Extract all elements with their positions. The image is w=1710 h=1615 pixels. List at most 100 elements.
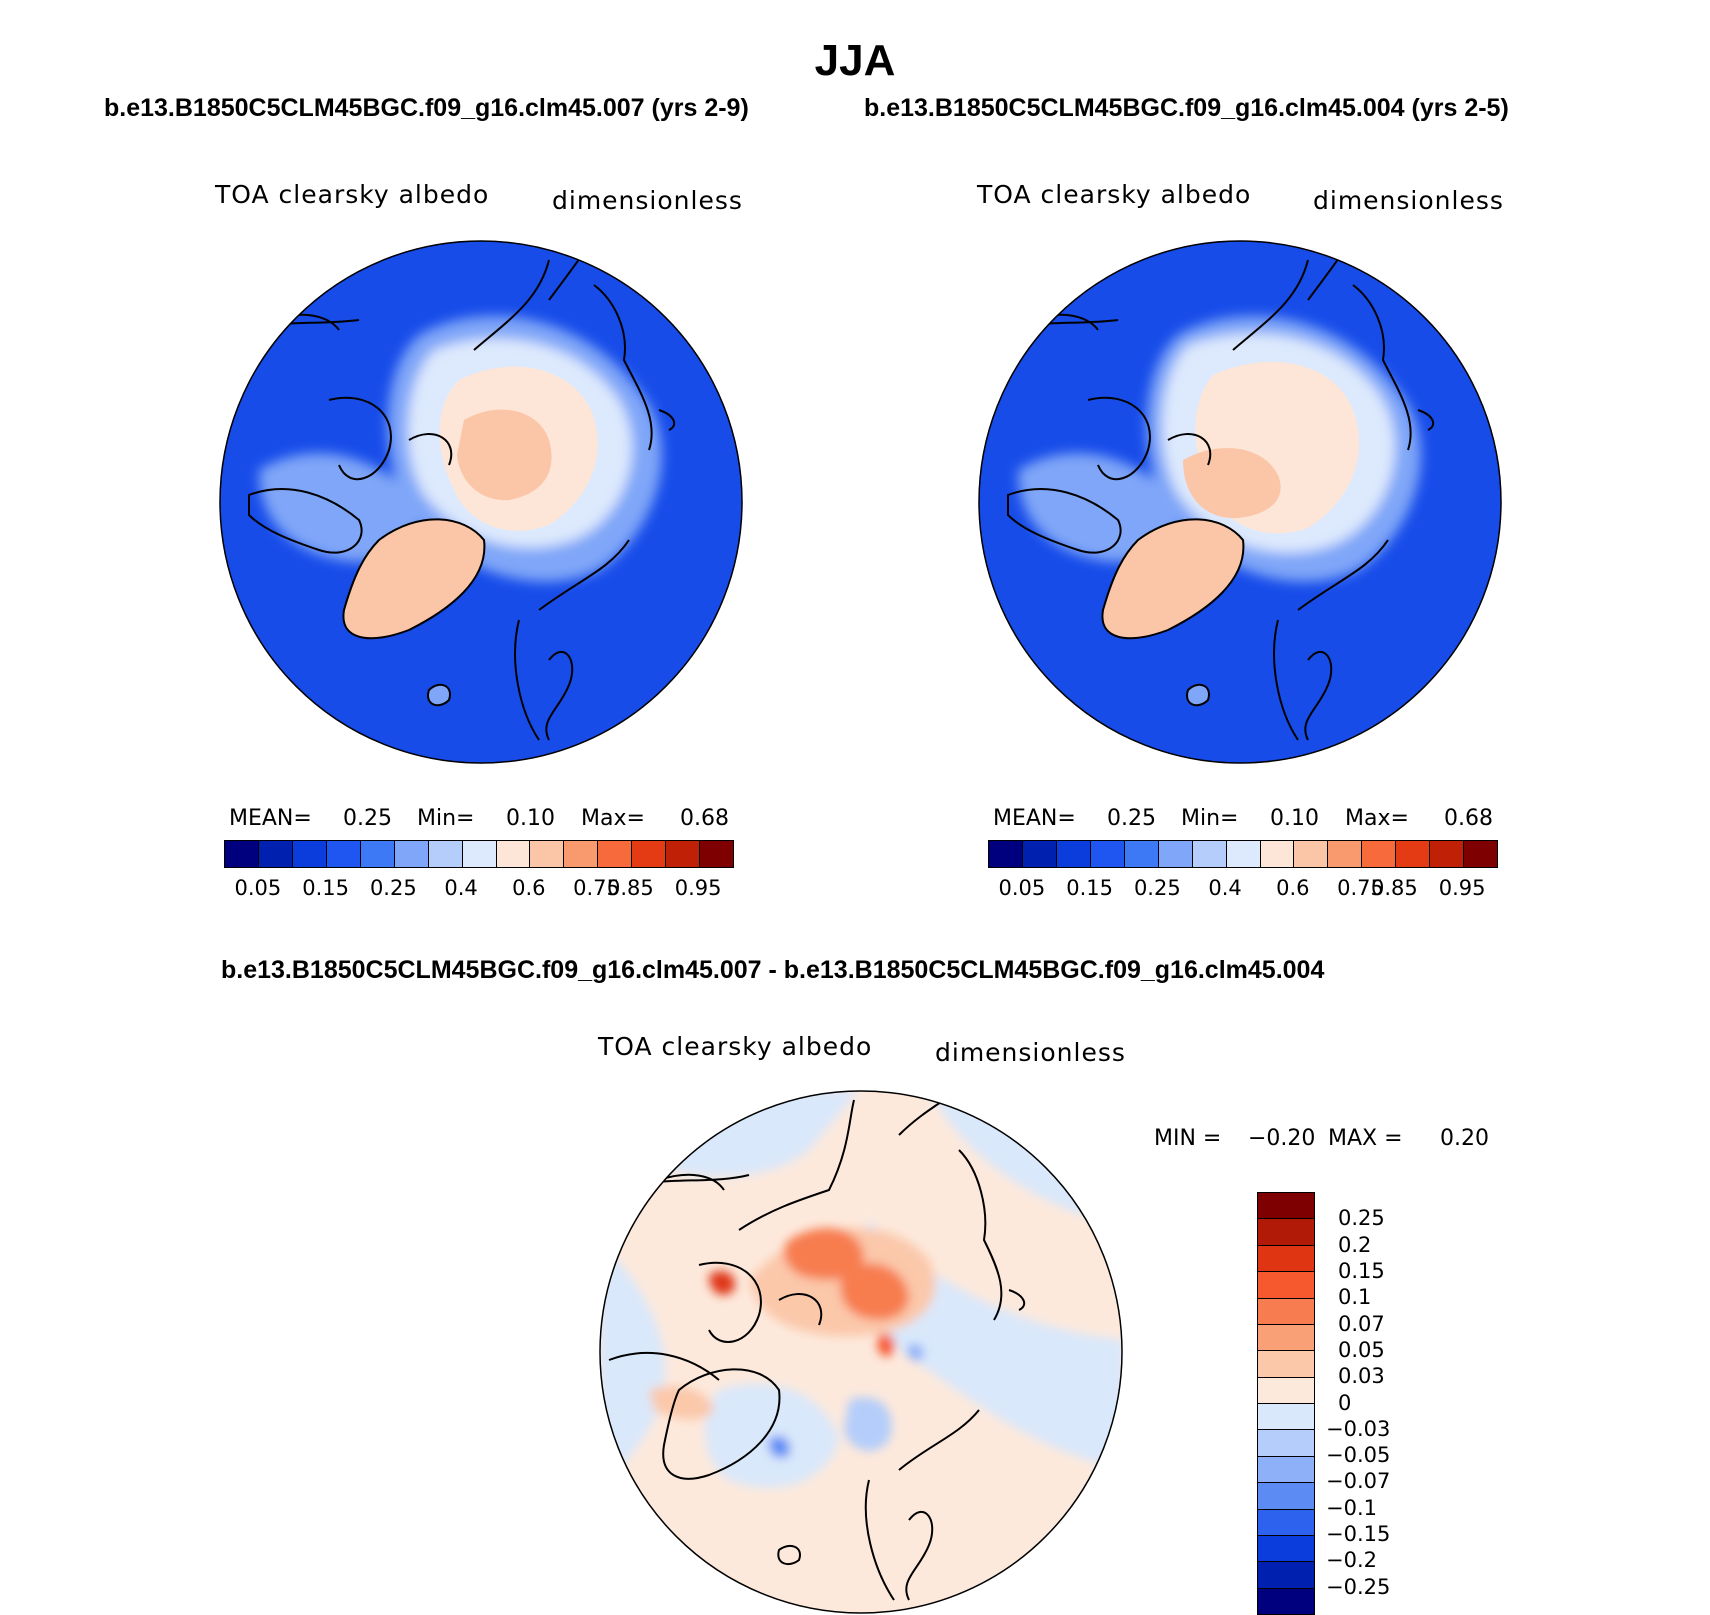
right-mean-value: 0.25 <box>1107 806 1156 831</box>
colorbar-swatch <box>1258 1298 1314 1325</box>
diff-max-value: 0.20 <box>1440 1126 1489 1151</box>
colorbar-tick-label: 0 <box>1338 1390 1352 1415</box>
colorbar-swatch <box>258 841 293 867</box>
colorbar-tick-label: 0.15 <box>302 876 349 900</box>
colorbar-swatch <box>428 841 463 867</box>
colorbar-tick-label: 0.03 <box>1338 1364 1385 1389</box>
colorbar-swatch <box>1258 1272 1314 1299</box>
colorbar-tick-label: 0.75 <box>1337 876 1384 900</box>
colorbar-swatch <box>1258 1535 1314 1563</box>
colorbar-swatch <box>1396 841 1431 867</box>
diff-max-label: MAX = <box>1328 1126 1403 1151</box>
right-min-label: Min= <box>1181 806 1239 831</box>
left-units-label: dimensionless <box>552 186 743 215</box>
colorbar-swatch <box>1464 841 1498 867</box>
left-mean-label: MEAN= <box>229 806 312 831</box>
left-min-value: 0.10 <box>506 806 555 831</box>
colorbar-tick-label: −0.07 <box>1326 1469 1391 1494</box>
colorbar-tick-label: 0.05 <box>234 876 282 900</box>
figure-title: JJA <box>814 36 896 85</box>
colorbar-tick-label: 0.85 <box>1371 876 1418 900</box>
left-colorbar-ticks: 0.05 0.15 0.25 0.4 0.6 0.75 0.85 0.95 <box>224 876 732 904</box>
diff-min-label: MIN = <box>1154 1126 1222 1151</box>
colorbar-swatch <box>360 841 395 867</box>
left-polar-map <box>219 240 743 764</box>
colorbar-swatch <box>598 841 633 867</box>
colorbar-tick-label: 0.95 <box>1438 876 1486 900</box>
colorbar-swatch <box>1192 841 1227 867</box>
left-mean-value: 0.25 <box>343 806 392 831</box>
left-max-value: 0.68 <box>680 806 729 831</box>
colorbar-swatch <box>1258 1245 1314 1273</box>
colorbar-tick-label: 0.4 <box>444 876 478 900</box>
colorbar-swatch <box>1158 841 1193 867</box>
colorbar-tick-label: 0.1 <box>1338 1285 1372 1310</box>
right-units-label: dimensionless <box>1313 186 1504 215</box>
right-colorbar <box>988 840 1498 868</box>
right-max-value: 0.68 <box>1444 806 1493 831</box>
colorbar-tick-label: 0.25 <box>1338 1206 1385 1231</box>
colorbar-swatch <box>666 841 701 867</box>
colorbar-tick-label: 0.05 <box>1338 1337 1385 1362</box>
colorbar-swatch <box>1258 1456 1314 1484</box>
colorbar-swatch <box>1294 841 1329 867</box>
colorbar-tick-label: 0.25 <box>1133 876 1181 900</box>
colorbar-swatch <box>1258 1562 1314 1589</box>
colorbar-tick-label: 0.4 <box>1208 876 1242 900</box>
right-colorbar-ticks: 0.05 0.15 0.25 0.4 0.6 0.75 0.85 0.95 <box>988 876 1496 904</box>
diff-title: b.e13.B1850C5CLM45BGC.f09_g16.clm45.007 … <box>221 956 1325 984</box>
left-variable-label: TOA clearsky albedo <box>215 180 490 209</box>
colorbar-swatch <box>632 841 667 867</box>
colorbar-swatch <box>1362 841 1397 867</box>
colorbar-tick-label: 0.25 <box>369 876 417 900</box>
colorbar-swatch <box>1258 1193 1314 1220</box>
colorbar-tick-label: 0.95 <box>674 876 722 900</box>
colorbar-swatch <box>462 841 497 867</box>
colorbar-tick-label: 0.15 <box>1338 1258 1385 1283</box>
colorbar-swatch <box>326 841 361 867</box>
left-max-label: Max= <box>581 806 645 831</box>
right-variable-label: TOA clearsky albedo <box>977 180 1252 209</box>
diff-colorbar <box>1257 1192 1315 1615</box>
right-mean-label: MEAN= <box>993 806 1076 831</box>
colorbar-tick-label: −0.15 <box>1326 1522 1391 1547</box>
colorbar-swatch <box>564 841 599 867</box>
run-a-title: b.e13.B1850C5CLM45BGC.f09_g16.clm45.007 … <box>104 94 749 122</box>
diff-variable-label: TOA clearsky albedo <box>598 1032 873 1061</box>
left-colorbar <box>224 840 734 868</box>
colorbar-swatch <box>1258 1324 1314 1352</box>
diff-polar-map <box>599 1090 1123 1614</box>
colorbar-tick-label: −0.1 <box>1326 1495 1377 1520</box>
colorbar-swatch <box>1258 1509 1314 1536</box>
colorbar-swatch <box>292 841 327 867</box>
colorbar-swatch <box>1022 841 1057 867</box>
colorbar-swatch <box>1258 1404 1314 1431</box>
colorbar-swatch <box>1258 1483 1314 1510</box>
right-polar-map <box>978 240 1502 764</box>
colorbar-swatch <box>989 841 1023 867</box>
colorbar-swatch <box>700 841 734 867</box>
colorbar-tick-label: 0.6 <box>1276 876 1310 900</box>
colorbar-swatch <box>394 841 429 867</box>
colorbar-tick-label: 0.07 <box>1338 1311 1385 1336</box>
colorbar-swatch <box>1226 841 1261 867</box>
colorbar-swatch <box>1258 1430 1314 1457</box>
colorbar-tick-label: −0.03 <box>1326 1416 1391 1441</box>
colorbar-swatch <box>1258 1351 1314 1378</box>
colorbar-swatch <box>1258 1377 1314 1404</box>
run-b-title: b.e13.B1850C5CLM45BGC.f09_g16.clm45.004 … <box>864 94 1509 122</box>
colorbar-tick-label: −0.25 <box>1326 1574 1391 1599</box>
colorbar-tick-label: 0.85 <box>607 876 654 900</box>
colorbar-tick-label: −0.05 <box>1326 1443 1391 1468</box>
left-min-label: Min= <box>417 806 475 831</box>
colorbar-tick-label: −0.2 <box>1326 1548 1377 1573</box>
colorbar-swatch <box>496 841 531 867</box>
colorbar-swatch <box>1260 841 1295 867</box>
colorbar-swatch <box>1430 841 1465 867</box>
colorbar-swatch <box>530 841 565 867</box>
right-min-value: 0.10 <box>1270 806 1319 831</box>
colorbar-tick-label: 0.05 <box>998 876 1046 900</box>
right-max-label: Max= <box>1345 806 1409 831</box>
diff-units-label: dimensionless <box>935 1038 1126 1067</box>
colorbar-swatch <box>1328 841 1363 867</box>
